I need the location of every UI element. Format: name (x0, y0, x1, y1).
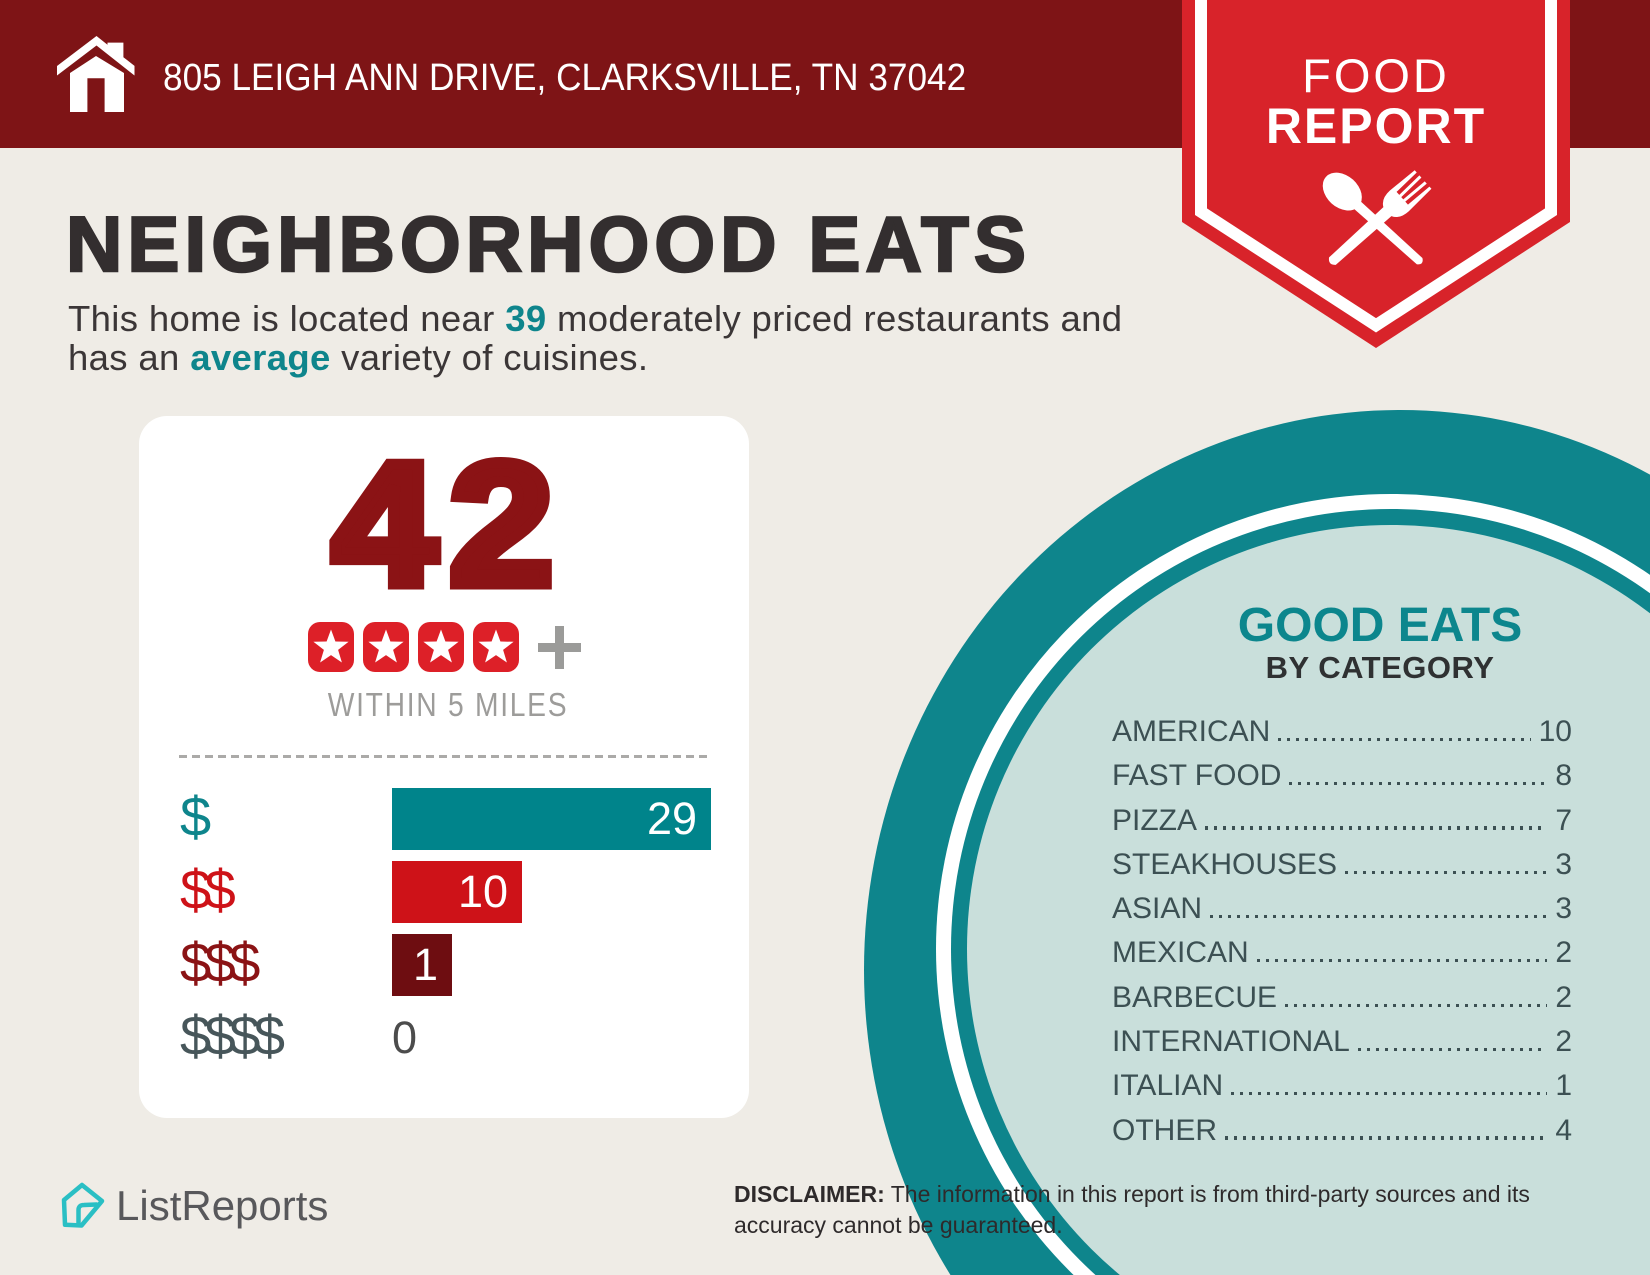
svg-text:FOOD: FOOD (1302, 49, 1450, 102)
svg-text:REPORT: REPORT (1266, 98, 1486, 154)
